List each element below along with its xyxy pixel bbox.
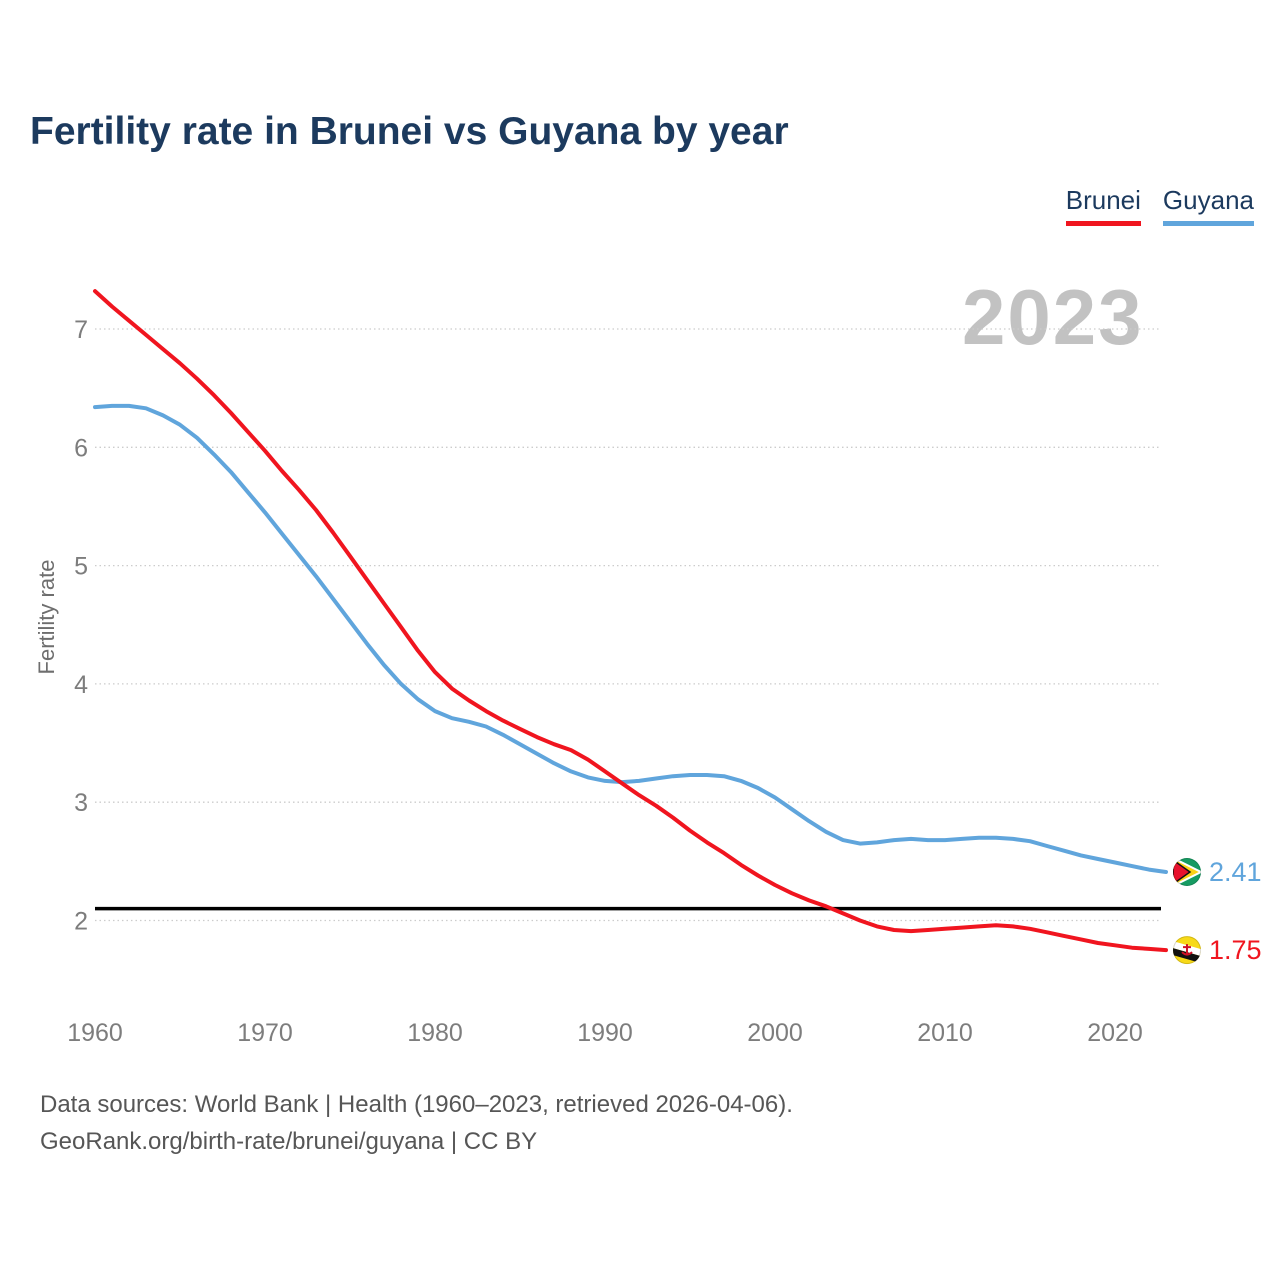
y-tick-7: 7 [74,316,88,344]
x-tick-1970: 1970 [237,1019,293,1047]
legend: Brunei Guyana [1065,185,1254,226]
data-source-note: Data sources: World Bank | Health (1960–… [40,1091,793,1118]
end-value-label-guyana: 2.41 [1209,857,1262,887]
end-value-label-brunei: 1.75 [1209,935,1262,965]
x-tick-2010: 2010 [917,1019,973,1047]
legend-item-guyana[interactable]: Guyana [1162,185,1254,226]
x-tick-1990: 1990 [577,1019,633,1047]
x-tick-1960: 1960 [67,1019,123,1047]
x-tick-2000: 2000 [747,1019,803,1047]
series-line-brunei[interactable] [93,289,1168,953]
attribution-note: GeoRank.org/birth-rate/brunei/guyana | C… [40,1128,538,1155]
y-axis-label: Fertility rate [34,559,59,675]
guyana-flag-icon [1173,857,1201,886]
y-tick-2: 2 [74,908,88,936]
x-tick-1980: 1980 [407,1019,463,1047]
chart-footer: Data sources: World Bank | Health (1960–… [40,1086,793,1160]
legend-item-brunei[interactable]: Brunei [1065,185,1141,226]
y-tick-3: 3 [74,789,88,817]
brunei-flag-icon [1173,936,1201,965]
y-tick-6: 6 [74,434,88,462]
x-tick-2020: 2020 [1087,1019,1143,1047]
y-tick-5: 5 [74,553,88,581]
watermark-year: 2023 [962,273,1144,361]
y-tick-4: 4 [74,671,88,699]
page-title: Fertility rate in Brunei vs Guyana by ye… [30,110,789,153]
series-line-guyana[interactable] [93,403,1168,874]
